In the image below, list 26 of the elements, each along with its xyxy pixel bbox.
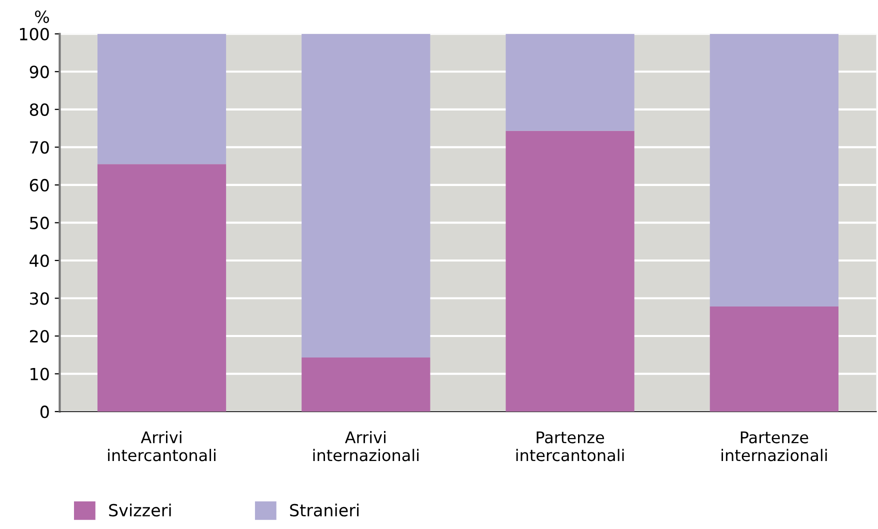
y-tick-label: 70: [30, 141, 49, 154]
y-tick-label: 20: [30, 330, 49, 343]
y-tick-label: 40: [30, 254, 49, 268]
y-axis-title: %: [34, 10, 49, 24]
x-tick-label: Partenze internazionali: [722, 432, 827, 462]
y-tick-label: 10: [30, 368, 49, 380]
bar: [506, 130, 634, 412]
y-tick-label: 0: [40, 406, 49, 418]
y-tick-label: 60: [30, 178, 49, 192]
legend-label: Svizzeri: [109, 504, 171, 517]
x-tick-label: Arrivi intercantonali: [108, 431, 216, 462]
bar: [97, 164, 226, 412]
x-tick-label: Arrivi internazionali: [313, 431, 419, 462]
legend-label: Stranieri: [290, 504, 359, 517]
y-tick-label: 50: [30, 216, 49, 230]
bar: [302, 34, 430, 358]
x-tick-label: Partenze intercantonali: [516, 432, 624, 462]
bar: [97, 34, 226, 164]
bar: [302, 358, 430, 412]
bar: [710, 34, 838, 307]
bar: [710, 306, 838, 412]
y-tick-label: 80: [30, 103, 49, 116]
y-tick-label: 100: [20, 28, 49, 40]
y-tick-label: 90: [30, 66, 49, 78]
bar: [506, 34, 634, 131]
y-tick-label: 30: [30, 292, 49, 305]
